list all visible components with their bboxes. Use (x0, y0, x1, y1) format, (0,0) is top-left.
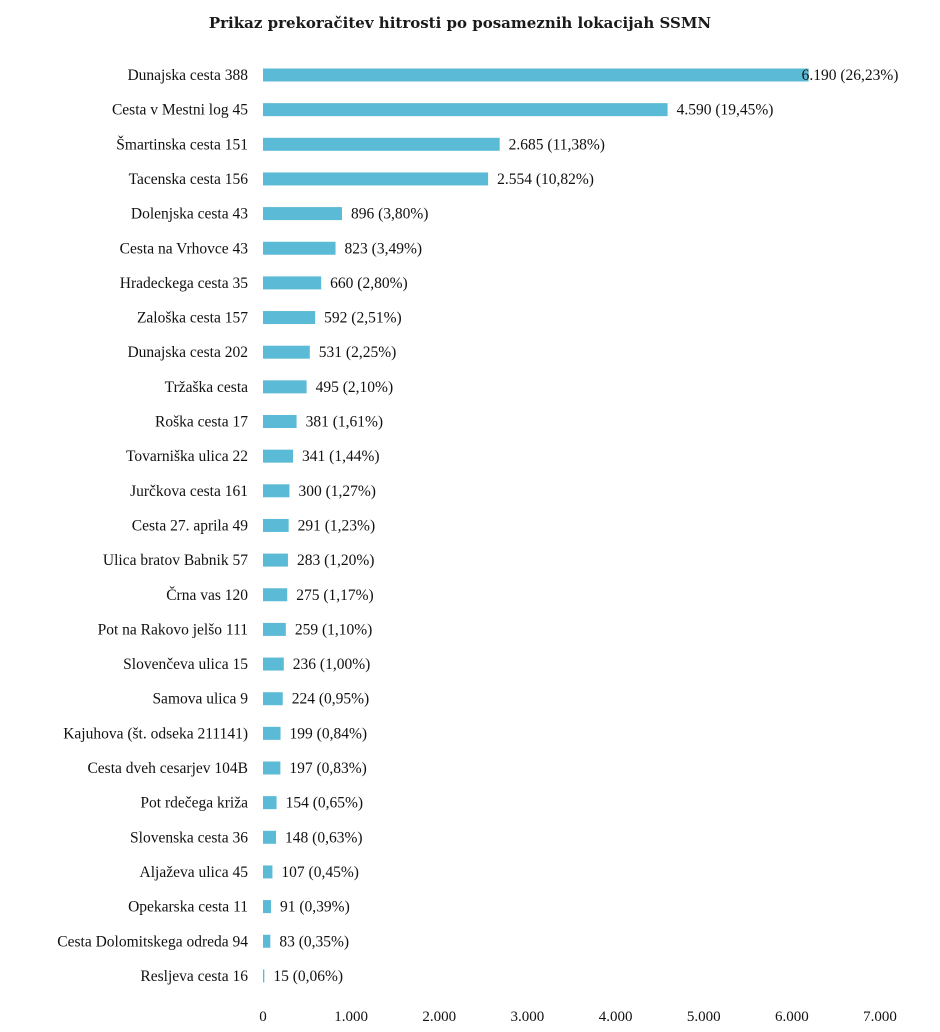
data-label: 199 (0,84%) (290, 725, 368, 742)
data-label: 83 (0,35%) (279, 933, 349, 950)
data-label: 15 (0,06%) (273, 968, 343, 985)
category-label: Hradeckega cesta 35 (120, 275, 248, 292)
data-label: 660 (2,80%) (330, 275, 408, 292)
data-label: 91 (0,39%) (280, 899, 350, 916)
category-label: Opekarska cesta 11 (128, 899, 248, 916)
category-labels: Dunajska cesta 388 Cesta v Mestni log 45 Š… (57, 67, 248, 985)
data-label: 283 (1,20%) (297, 552, 375, 569)
x-tick-label: 3.000 (511, 1009, 545, 1025)
bar (263, 900, 272, 914)
bar (263, 692, 283, 706)
category-label: Črna vas 120 (166, 587, 248, 604)
x-tick-label: 4.000 (599, 1009, 633, 1025)
bar (263, 172, 489, 186)
bar (263, 241, 336, 255)
category-label: Cesta v Mestni log 45 (112, 102, 248, 119)
x-axis-ticks: 0 1.000 2.000 3.000 4.000 5.000 6.000 7.000 (259, 1009, 897, 1025)
data-label: 197 (0,83%) (289, 760, 367, 777)
category-label: Aljaževa ulica 45 (140, 864, 249, 881)
bar (263, 657, 284, 671)
x-tick-label: 5.000 (687, 1009, 721, 1025)
x-tick-label: 0 (259, 1009, 267, 1025)
category-label: Tržaška cesta (165, 379, 248, 396)
bar (263, 796, 277, 810)
bar (263, 830, 277, 844)
bar (263, 484, 290, 498)
bar (263, 449, 294, 463)
category-label: Dunajska cesta 388 (127, 67, 248, 84)
category-label: Cesta Dolomitskega odreda 94 (57, 933, 248, 950)
data-label: 823 (3,49%) (345, 240, 423, 257)
bar (263, 969, 265, 983)
category-label: Roška cesta 17 (155, 414, 248, 431)
data-label: 148 (0,63%) (285, 829, 363, 846)
chart-title: Prikaz prekoračitev hitrosti po posamezn… (209, 14, 712, 32)
bar (263, 345, 310, 359)
category-label: Jurčkova cesta 161 (130, 483, 248, 500)
bar (263, 553, 288, 567)
category-label: Šmartinska cesta 151 (116, 136, 248, 153)
category-label: Samova ulica 9 (152, 691, 248, 708)
x-tick-label: 7.000 (863, 1009, 897, 1025)
category-label: Resljeva cesta 16 (140, 968, 248, 985)
data-label: 275 (1,17%) (296, 587, 374, 604)
bar (263, 380, 307, 394)
data-label: 531 (2,25%) (319, 344, 397, 361)
data-label: 224 (0,95%) (292, 691, 370, 708)
category-label: Dolenjska cesta 43 (131, 206, 248, 223)
bar (263, 518, 289, 532)
data-label: 381 (1,61%) (306, 414, 384, 431)
data-label: 236 (1,00%) (293, 656, 371, 673)
x-tick-label: 2.000 (422, 1009, 456, 1025)
category-label: Tacenska cesta 156 (129, 171, 249, 188)
x-tick-label: 6.000 (775, 1009, 809, 1025)
bar (263, 68, 809, 82)
bar (263, 137, 500, 151)
data-label: 107 (0,45%) (281, 864, 359, 881)
bar (263, 761, 281, 775)
data-label: 495 (2,10%) (316, 379, 394, 396)
data-label: 2.554 (10,82%) (497, 171, 594, 188)
data-label: 2.685 (11,38%) (509, 136, 605, 153)
bars (263, 68, 809, 983)
category-label: Dunajska cesta 202 (127, 344, 248, 361)
category-label: Pot rdečega križa (140, 795, 248, 812)
category-label: Cesta 27. aprila 49 (132, 517, 248, 534)
category-label: Ulica bratov Babnik 57 (103, 552, 248, 569)
data-label: 896 (3,80%) (351, 206, 429, 223)
data-label: 291 (1,23%) (298, 517, 376, 534)
data-label: 341 (1,44%) (302, 448, 380, 465)
bar (263, 311, 316, 325)
category-label: Cesta dveh cesarjev 104B (87, 760, 248, 777)
bar (263, 207, 342, 221)
category-label: Slovenčeva ulica 15 (123, 656, 248, 673)
x-tick-label: 1.000 (334, 1009, 368, 1025)
bar (263, 934, 271, 948)
bar (263, 865, 273, 879)
category-label: Tovarniška ulica 22 (126, 448, 248, 465)
bar (263, 276, 322, 290)
category-label: Pot na Rakovo jelšo 111 (98, 621, 248, 638)
bar (263, 588, 288, 602)
category-label: Cesta na Vrhovce 43 (120, 240, 249, 257)
data-label: 300 (1,27%) (298, 483, 376, 500)
data-labels: 6.190 (26,23%) 4.590 (19,45%) 2.685 (11,38… (273, 67, 898, 985)
data-label: 592 (2,51%) (324, 310, 402, 327)
category-label: Slovenska cesta 36 (130, 829, 248, 846)
bar (263, 415, 297, 428)
bar (263, 622, 286, 636)
bar (263, 103, 668, 117)
category-label: Zaloška cesta 157 (137, 310, 248, 327)
bar (263, 726, 281, 740)
data-label: 4.590 (19,45%) (677, 102, 774, 119)
data-label: 6.190 (26,23%) (802, 67, 899, 84)
data-label: 154 (0,65%) (286, 795, 364, 812)
data-label: 259 (1,10%) (295, 621, 373, 638)
category-label: Kajuhova (št. odseka 211141) (63, 725, 248, 742)
